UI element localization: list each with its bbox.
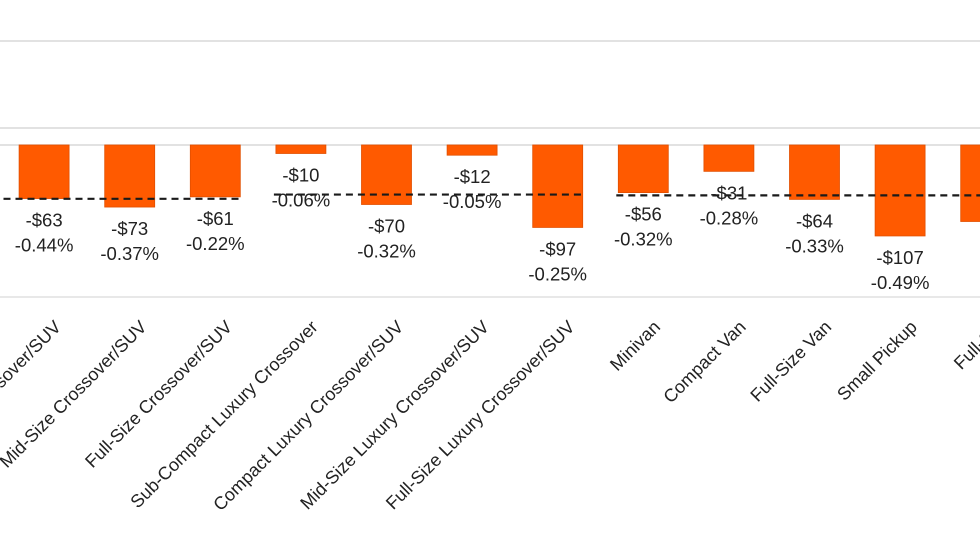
category-tick-label: Mid-Size Luxury Crossover/SUV: [296, 317, 493, 514]
bar: [617, 144, 669, 193]
value-label: -$63: [26, 210, 63, 231]
percent-label: -0.22%: [186, 233, 245, 254]
percent-label: -0.33%: [785, 235, 844, 256]
bar: [104, 144, 156, 208]
average-lines: [0, 193, 980, 200]
category-tick-label: Small Pickup: [833, 317, 921, 405]
category-tick-label: Mid-Size Crossover/SUV: [0, 317, 151, 472]
category-tick-label: rossover/SUV: [0, 317, 65, 410]
value-label: -$56: [625, 204, 662, 225]
category-tick-label: Compact Luxury Crossover/SUV: [209, 317, 407, 515]
bars: [18, 144, 980, 237]
bar: [874, 144, 926, 237]
category-tick-label: Full-Size Luxury Crossover/SUV: [382, 317, 579, 514]
percent-label: -0.44%: [15, 235, 74, 256]
bar: [532, 144, 584, 228]
percent-label: -0.32%: [614, 229, 673, 250]
value-label: -$70: [368, 216, 405, 237]
percent-label: -0.49%: [871, 272, 930, 293]
category-tick-label: Full-Size Van: [746, 317, 835, 406]
category-tick-label: Full-Siz: [950, 317, 980, 374]
percent-label: -0.32%: [357, 241, 416, 262]
percent-label: -0.37%: [100, 243, 159, 264]
category-tick-label: Minivan: [606, 317, 664, 375]
value-label: -$12: [454, 166, 491, 187]
value-label: -$31: [710, 182, 747, 203]
value-label: -$61: [197, 208, 234, 229]
bar: [18, 144, 70, 199]
value-label: -$64: [796, 210, 833, 231]
percent-label: -0.05%: [443, 191, 502, 212]
bar: [703, 144, 755, 172]
value-label: -$10: [282, 165, 319, 186]
bar: [960, 144, 980, 222]
percent-label: -0.25%: [528, 263, 587, 284]
value-label: -$107: [876, 247, 923, 268]
value-label: -$97: [539, 238, 576, 259]
percent-label: -0.06%: [272, 190, 331, 211]
percent-label: -0.28%: [700, 207, 759, 228]
bar: [446, 144, 498, 156]
value-label: -$73: [111, 218, 148, 239]
category-tick-label: Sub-Compact Luxury Crossover: [126, 317, 321, 512]
bar: [789, 144, 840, 200]
data-labels: -$930.75%-$63-0.44%-$73-0.37%-$61-0.22%-…: [15, 165, 930, 293]
category-tick-label: Compact Van: [659, 317, 749, 407]
bar: [189, 144, 241, 198]
category-tick-label: Full-Size Crossover/SUV: [81, 317, 236, 472]
bar: [275, 144, 327, 154]
